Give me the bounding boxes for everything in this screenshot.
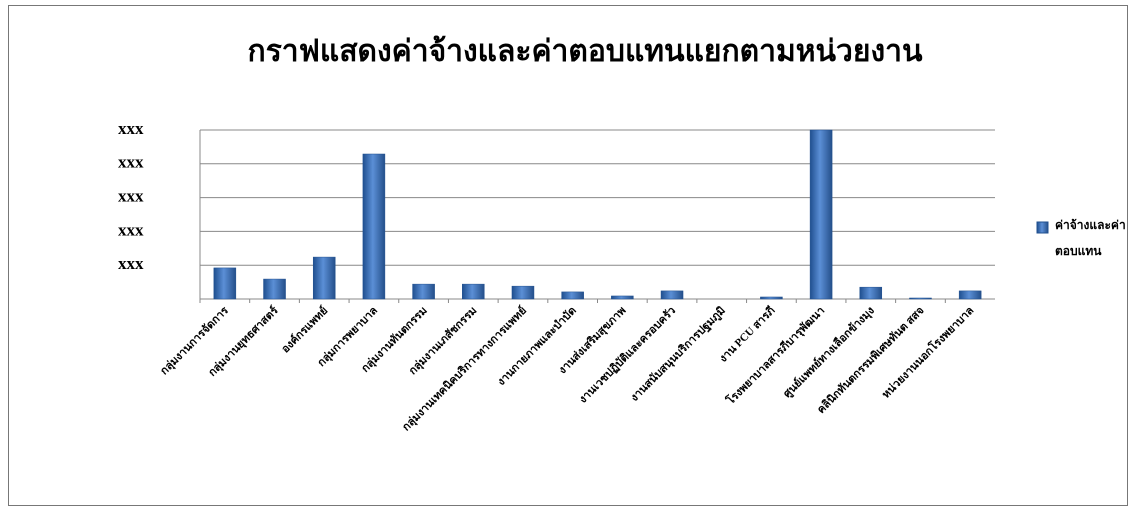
x-tick-label: งานกายภาพและบำบัด: [495, 304, 579, 388]
legend-swatch: [1036, 221, 1049, 234]
bar: [263, 278, 286, 300]
bar: [462, 283, 485, 300]
bar: [958, 290, 982, 300]
bar: [511, 285, 535, 300]
bar: [312, 256, 336, 300]
chart-frame: [8, 5, 1128, 506]
y-tick-label: xxx: [118, 119, 144, 138]
x-tick-label: คลินิกทันตกรรมพิเศษทันต สสจ: [814, 304, 926, 416]
y-tick-label: xxx: [118, 220, 144, 239]
bar: [362, 153, 386, 300]
legend-label: ค่าจ้างและค่าตอบแทน: [1055, 218, 1126, 258]
bar: [412, 283, 435, 300]
y-tick-label: xxx: [118, 187, 144, 206]
y-tick-label: xxx: [118, 153, 144, 172]
bar: [213, 267, 237, 300]
x-tick-label: องค์กรแพทย์: [279, 304, 331, 356]
bar: [611, 295, 634, 300]
y-tick-label: xxx: [118, 254, 144, 273]
bar: [660, 290, 684, 300]
x-tick-label: งานเวชปฏิบัติและครอบครัว: [576, 304, 678, 406]
bar: [561, 291, 584, 300]
bar: [909, 297, 932, 300]
x-tick-label: งานสนับสนุนบริการปฐมภูมิ: [628, 304, 729, 405]
bar: [760, 296, 783, 300]
x-tick-label: ศูนย์แพทย์ทางเลือกข้างมุง: [781, 304, 878, 401]
chart-title: กราฟแสดงค่าจ้างและค่าตอบแทนแยกตามหน่วยงา…: [248, 35, 923, 68]
x-tick-label: หน่วยงานนอกโรงพยาบาล: [879, 303, 977, 401]
bar: [809, 129, 833, 300]
x-tick-label: โรงพยาบาลสารภีบารุพัฒนา: [723, 303, 828, 408]
bar: [859, 286, 883, 300]
